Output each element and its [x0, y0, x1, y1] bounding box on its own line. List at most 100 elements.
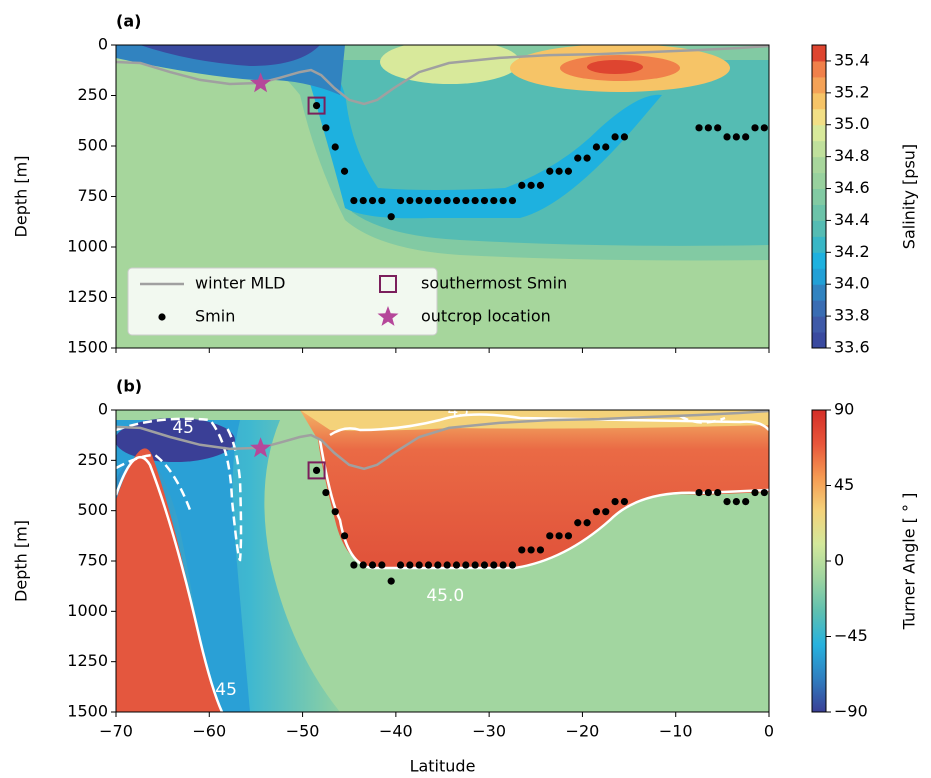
- salinity-field: [116, 45, 769, 348]
- turner-field: [116, 410, 769, 712]
- smin-point: [415, 561, 423, 569]
- smin-point: [704, 124, 712, 132]
- smin-point: [340, 167, 349, 175]
- x-tick-label: 0: [764, 722, 774, 741]
- smin-point: [368, 561, 377, 569]
- contour-lines: [116, 413, 769, 712]
- smin-point: [443, 561, 451, 569]
- colorbar-band: [812, 108, 826, 126]
- colorbar-tick-label: 34.8: [834, 146, 870, 165]
- y-tick-label: 250: [77, 85, 108, 104]
- smin-point: [340, 532, 349, 540]
- smin-point: [742, 133, 750, 141]
- colorbar-band: [812, 45, 826, 62]
- smin-point: [368, 196, 377, 205]
- colorbar-band: [812, 124, 826, 142]
- y-tick-label: 1500: [67, 338, 108, 357]
- smin-point: [611, 133, 619, 141]
- panel-label: (a): [116, 12, 141, 31]
- smin-point: [574, 519, 582, 527]
- smin-point: [760, 124, 768, 132]
- colorbar-band: [812, 268, 826, 285]
- smin-point: [490, 196, 498, 205]
- smin-point: [564, 167, 573, 175]
- colorbar-band: [812, 188, 826, 205]
- colorbar-tick-label: 35.0: [834, 114, 870, 133]
- smin-point: [536, 546, 545, 554]
- smin-point: [574, 154, 582, 162]
- smin-point: [471, 196, 479, 205]
- smin-point: [462, 196, 470, 205]
- smin-point: [508, 196, 517, 205]
- smin-point: [406, 561, 414, 569]
- smin-point: [592, 143, 601, 151]
- smin-point: [695, 488, 703, 497]
- colorbar-tick-label: 34.4: [834, 210, 870, 229]
- y-tick-label: 1000: [67, 237, 108, 256]
- smin-point: [732, 498, 740, 506]
- y-tick-label: 250: [77, 450, 108, 469]
- colorbar-tick-label: 0: [834, 551, 844, 570]
- smin-point: [312, 466, 321, 474]
- smin-point: [602, 143, 610, 151]
- smin-point: [434, 561, 442, 569]
- smin-point: [723, 133, 731, 141]
- smin-point: [583, 154, 591, 162]
- smin-point: [620, 133, 629, 141]
- colorbar-tick-label: 33.8: [834, 306, 870, 325]
- x-tick-label: −30: [472, 722, 506, 741]
- smin-point: [611, 498, 619, 506]
- y-tick-label: 500: [77, 136, 108, 155]
- smin-square: [307, 461, 326, 480]
- smin-point: [546, 532, 554, 540]
- smin-point: [415, 196, 423, 205]
- y-tick-label: 0: [98, 400, 108, 419]
- x-axis-label: Latitude: [410, 757, 476, 776]
- smin-point: [751, 124, 759, 132]
- smin-point: [546, 167, 554, 175]
- colorbar-frame: [811, 44, 827, 349]
- colorbar-band: [812, 316, 826, 333]
- x-tick-label: −50: [286, 722, 320, 741]
- legend-star: [377, 306, 399, 326]
- x-tick-label: −10: [659, 722, 693, 741]
- smin-point: [462, 561, 470, 569]
- smin-point: [704, 488, 712, 497]
- colorbar-band: [812, 92, 826, 110]
- smin-point: [378, 196, 386, 205]
- smin-point: [387, 577, 395, 585]
- x-tick-label: −60: [192, 722, 226, 741]
- data-layer: 45 45 45.0 45: [116, 410, 769, 700]
- smin-point: [322, 488, 330, 497]
- smin-point: [480, 196, 489, 205]
- y-tick-label: 750: [77, 551, 108, 570]
- smin-point: [331, 508, 339, 516]
- x-tick-label: −40: [379, 722, 413, 741]
- smin-point: [359, 196, 367, 205]
- smin-point: [695, 124, 703, 132]
- smin-point: [583, 519, 591, 527]
- colorbar-tick-label: 34.2: [834, 242, 870, 261]
- smin-point: [350, 561, 358, 569]
- colorbar-band: [812, 284, 826, 301]
- y-tick-label: 1250: [67, 287, 108, 306]
- colorbar-label: Salinity [psu]: [900, 144, 919, 249]
- smin-point: [452, 561, 461, 569]
- smin-point: [350, 196, 358, 205]
- smin-point: [378, 561, 386, 569]
- smin-point: [592, 508, 601, 516]
- outcrop-star: [250, 72, 272, 93]
- smin-point: [714, 488, 722, 497]
- legend-label: outcrop location: [421, 307, 551, 326]
- contour-label: 45: [215, 680, 237, 700]
- smin-point: [518, 546, 526, 554]
- colorbar-band: [812, 204, 826, 221]
- colorbar-tick-label: 33.6: [834, 338, 870, 357]
- smin-point: [480, 561, 489, 569]
- smin-point: [331, 143, 339, 151]
- colorbar-band: [812, 332, 826, 349]
- colorbar-band: [812, 140, 826, 158]
- y-tick-label: 750: [77, 186, 108, 205]
- colorbar-band: [812, 156, 826, 174]
